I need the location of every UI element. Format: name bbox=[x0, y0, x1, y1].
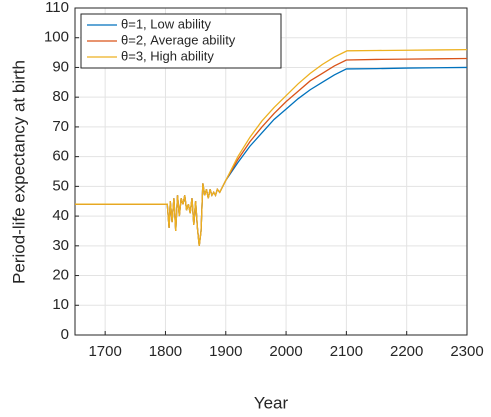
y-tick-label: 80 bbox=[52, 88, 69, 105]
x-tick-label: 2200 bbox=[390, 343, 423, 360]
y-tick-label: 100 bbox=[44, 29, 69, 46]
y-tick-label: 70 bbox=[52, 118, 69, 135]
x-tick-label: 1900 bbox=[209, 343, 242, 360]
y-tick-label: 90 bbox=[52, 58, 69, 75]
y-tick-label: 110 bbox=[45, 0, 69, 16]
y-tick-label: 0 bbox=[61, 326, 69, 343]
y-tick-label: 20 bbox=[52, 267, 69, 284]
legend-label: θ=2, Average ability bbox=[121, 32, 236, 47]
series-line bbox=[75, 48, 468, 246]
legend-label: θ=1, Low ability bbox=[121, 16, 211, 31]
x-tick-label: 2300 bbox=[450, 343, 483, 360]
x-axis-label: Year bbox=[254, 393, 289, 412]
y-tick-label: 10 bbox=[52, 296, 69, 313]
y-tick-label: 50 bbox=[52, 177, 69, 194]
x-tick-label: 1800 bbox=[149, 343, 182, 360]
y-tick-label: 40 bbox=[52, 207, 69, 224]
y-tick-label: 30 bbox=[52, 237, 69, 254]
x-tick-label: 1700 bbox=[88, 343, 121, 360]
series-line bbox=[75, 57, 468, 246]
plot-frame bbox=[74, 7, 468, 336]
x-tick-label: 2100 bbox=[330, 343, 363, 360]
x-tick-label: 2000 bbox=[269, 343, 302, 360]
y-tick-label: 60 bbox=[52, 148, 69, 165]
legend-label: θ=3, High ability bbox=[121, 48, 214, 63]
y-axis-label: Period-life expectancy at birth bbox=[9, 60, 28, 284]
